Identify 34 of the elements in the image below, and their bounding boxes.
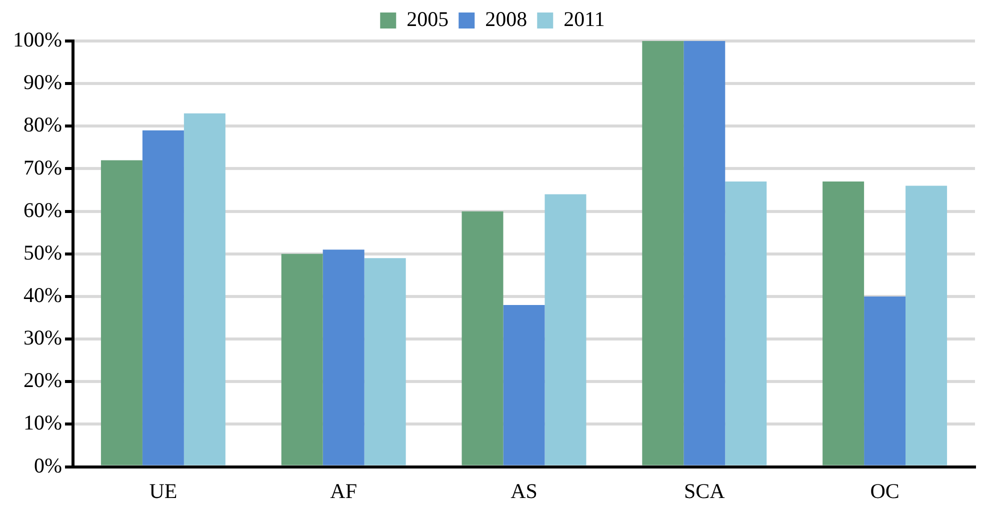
y-tick-label: 10%: [23, 410, 62, 435]
bar: [184, 113, 226, 466]
bar: [322, 250, 364, 466]
bar: [142, 130, 184, 466]
bar: [364, 258, 406, 466]
y-tick-label: 80%: [23, 112, 62, 137]
y-tick-label: 30%: [23, 326, 62, 350]
y-tick-label: 0%: [34, 453, 62, 478]
y-tick-label: 20%: [23, 368, 62, 392]
bar: [725, 182, 767, 466]
y-tick-label: 40%: [23, 282, 62, 307]
bar: [642, 41, 684, 466]
y-tick-label: 60%: [23, 198, 62, 222]
bar: [462, 211, 504, 466]
y-tick-label: 90%: [23, 70, 62, 94]
y-tick-label: 100%: [12, 28, 62, 52]
bar: [503, 304, 545, 466]
y-tick-label: 50%: [23, 240, 62, 264]
bar: [864, 296, 906, 466]
x-tick-label: SCA: [684, 478, 726, 503]
legend-label: 2011: [564, 7, 605, 32]
legend-label: 2005: [406, 7, 449, 32]
x-tick-label: UE: [149, 478, 178, 503]
bar: [544, 194, 586, 466]
bar: [822, 182, 864, 466]
bar: [906, 186, 948, 466]
x-tick-label: AS: [510, 478, 538, 503]
legend-label: 2008: [485, 7, 528, 32]
x-tick-label: AF: [330, 478, 358, 503]
bar: [684, 41, 726, 466]
bar: [281, 254, 323, 466]
bar: [100, 160, 142, 466]
x-tick-label: OC: [870, 478, 900, 503]
y-tick-label: 70%: [23, 155, 62, 180]
